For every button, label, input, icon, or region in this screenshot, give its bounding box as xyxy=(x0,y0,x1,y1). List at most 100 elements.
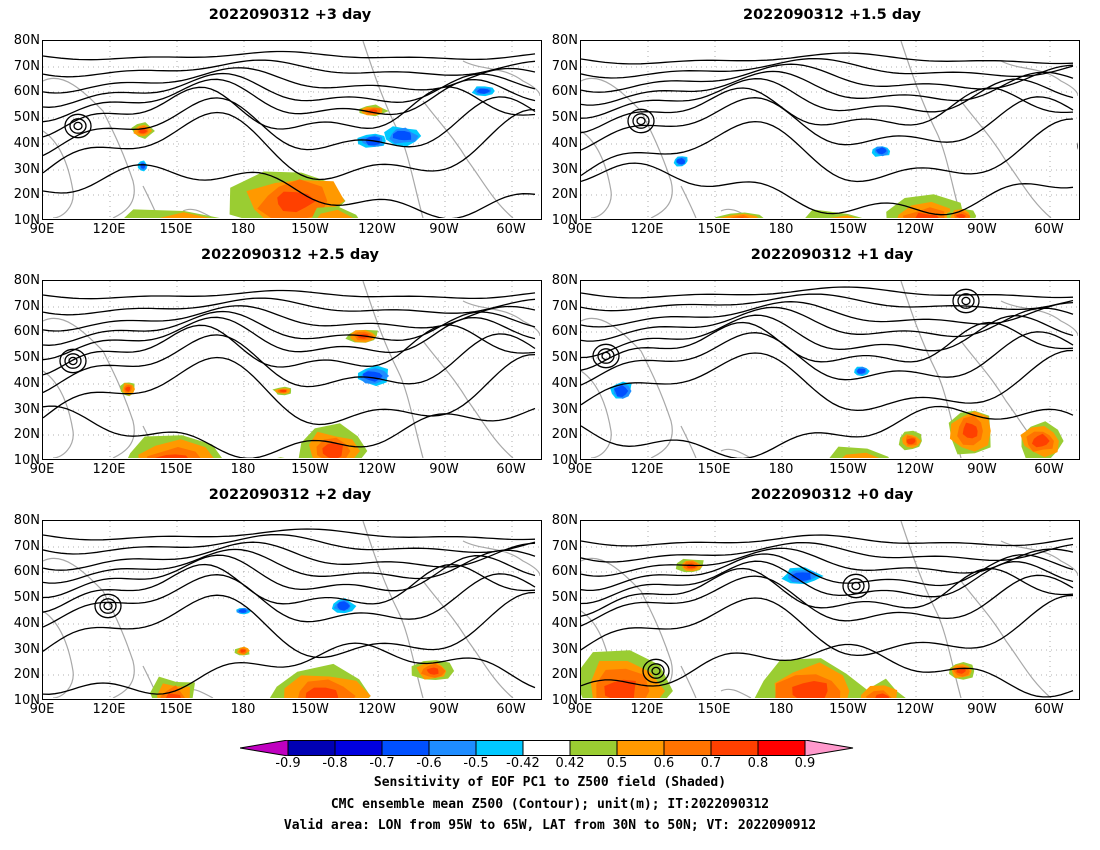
panel-title-1: 2022090312 +3 day xyxy=(208,7,372,23)
colorbar-high-arrow xyxy=(804,740,854,756)
colorbar xyxy=(240,740,854,756)
shade-patch xyxy=(613,385,629,397)
contour-line xyxy=(581,567,1074,617)
lat-label: 30N xyxy=(551,162,578,177)
contour-line xyxy=(43,642,536,695)
lon-label: 180 xyxy=(768,462,794,477)
contour-line xyxy=(581,553,1074,592)
contour-line xyxy=(581,331,1074,386)
lat-label: 50N xyxy=(13,350,40,365)
colorbar-tick-label: -0.7 xyxy=(369,756,395,771)
sensitivity-shading xyxy=(124,86,495,218)
panel-title-2: 2022090312 +1.5 day xyxy=(743,7,921,23)
z500-contours xyxy=(43,50,536,218)
colorbar-segment xyxy=(287,740,336,756)
coastline xyxy=(960,580,1052,698)
contour-line xyxy=(581,293,1074,312)
lon-label: 90W xyxy=(967,222,997,237)
sensitivity-shading xyxy=(610,366,1064,458)
lat-label: 50N xyxy=(551,350,578,365)
contour-line xyxy=(43,353,536,426)
shade-patch xyxy=(337,601,350,611)
shade-patch xyxy=(155,454,188,458)
contour-closed xyxy=(597,348,615,364)
colorbar-segment xyxy=(381,740,430,756)
shade-patch xyxy=(875,693,890,698)
contour-line xyxy=(581,87,1074,134)
lon-label: 150E xyxy=(159,702,193,717)
lat-label: 50N xyxy=(13,110,40,125)
lat-label: 60N xyxy=(551,84,578,99)
caption-line-1: Sensitivity of EOF PC1 to Z500 field (Sh… xyxy=(373,775,727,790)
lon-label: 60W xyxy=(496,462,526,477)
lat-label: 10N xyxy=(551,453,578,468)
shade-patch xyxy=(792,681,828,698)
coastline xyxy=(43,370,74,458)
shade-patch xyxy=(392,130,412,141)
coastline-layer xyxy=(43,521,540,698)
contour-closed xyxy=(847,578,865,594)
coastline xyxy=(422,100,514,218)
lat-label: 30N xyxy=(551,642,578,657)
contour-line xyxy=(43,324,536,376)
lat-label: 10N xyxy=(13,693,40,708)
lon-label: 120W xyxy=(896,462,934,477)
lat-label: 80N xyxy=(551,273,578,288)
contour-closed xyxy=(601,351,611,361)
colorbar-segment xyxy=(569,740,618,756)
z500-contours xyxy=(581,52,1078,216)
lat-label: 80N xyxy=(551,513,578,528)
shade-patch xyxy=(305,687,339,698)
coastline xyxy=(720,448,752,458)
contour-closed xyxy=(651,666,661,676)
lat-label: 40N xyxy=(13,136,40,151)
panel-title-6: 2022090312 +0 day xyxy=(750,487,914,503)
lon-label: 150E xyxy=(159,222,193,237)
lon-label: 120W xyxy=(358,222,396,237)
contour-line xyxy=(43,316,536,361)
lat-label: 50N xyxy=(551,110,578,125)
contour-closed xyxy=(627,108,655,134)
contour-line xyxy=(43,533,536,555)
map-panel-5 xyxy=(42,520,542,700)
coastline xyxy=(581,130,612,218)
coastline xyxy=(680,665,697,698)
lon-label: 150W xyxy=(829,222,867,237)
contour-closed xyxy=(851,581,861,591)
grid-layer xyxy=(43,521,540,698)
lat-label: 80N xyxy=(13,33,40,48)
lat-label: 20N xyxy=(551,427,578,442)
lon-label: 150E xyxy=(159,462,193,477)
lon-label: 120W xyxy=(358,702,396,717)
colorbar-tick-label: -0.8 xyxy=(322,756,348,771)
contour-line xyxy=(43,573,536,628)
lon-label: 150E xyxy=(697,702,731,717)
contour-closed xyxy=(952,288,980,314)
lat-label: 60N xyxy=(13,84,40,99)
shade-patch xyxy=(791,572,811,581)
lon-label: 150W xyxy=(291,702,329,717)
coastline xyxy=(422,580,514,698)
lat-label: 20N xyxy=(13,667,40,682)
shade-patch xyxy=(676,158,685,165)
lon-label: 120W xyxy=(896,222,934,237)
contour-line xyxy=(43,289,536,300)
lat-label: 40N xyxy=(551,616,578,631)
lat-label: 60N xyxy=(13,324,40,339)
shade-patch xyxy=(240,649,246,653)
lon-label: 120W xyxy=(896,702,934,717)
lat-label: 10N xyxy=(551,693,578,708)
colorbar-tick-label: 0.7 xyxy=(700,756,722,771)
map-panel-1 xyxy=(42,40,542,220)
lat-label: 40N xyxy=(13,616,40,631)
contour-line xyxy=(581,162,1074,216)
contour-line xyxy=(581,594,1074,657)
lon-label: 120E xyxy=(92,222,126,237)
shade-patch xyxy=(956,667,966,674)
lon-label: 180 xyxy=(768,222,794,237)
grid-layer xyxy=(581,281,1078,458)
coastline xyxy=(960,100,1052,218)
contour-line xyxy=(43,528,536,541)
shade-patch xyxy=(1031,433,1050,448)
lon-label: 150W xyxy=(829,462,867,477)
